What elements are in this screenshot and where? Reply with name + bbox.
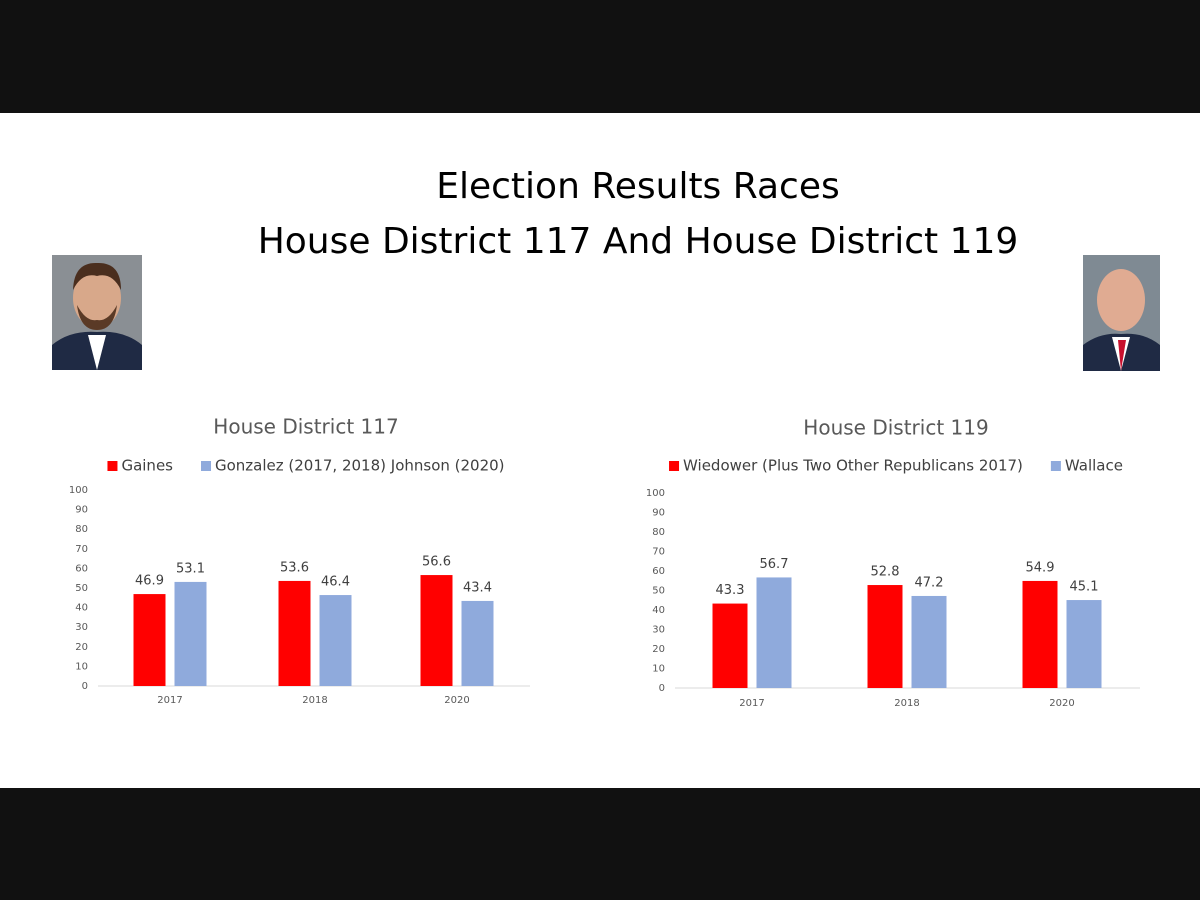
data-label: 53.1	[176, 561, 205, 576]
slide-title: Election Results Races	[436, 166, 840, 207]
y-tick-label: 20	[75, 642, 88, 653]
slide-title: House District 117 And House District 11…	[258, 221, 1019, 262]
letterbox-top	[0, 0, 1200, 113]
data-label: 47.2	[915, 575, 944, 590]
y-tick-label: 40	[75, 603, 88, 614]
y-tick-label: 0	[659, 683, 665, 694]
bar	[278, 580, 311, 686]
bar	[712, 603, 748, 688]
y-tick-label: 30	[652, 625, 665, 636]
bar	[1066, 600, 1102, 688]
legend-swatch	[201, 461, 212, 471]
bar	[319, 595, 352, 686]
data-label: 43.3	[716, 583, 745, 598]
y-tick-label: 10	[75, 661, 88, 672]
legend-label: Wallace	[1065, 457, 1123, 475]
x-tick-label: 2020	[1049, 698, 1074, 709]
data-label: 54.9	[1026, 560, 1055, 575]
y-tick-label: 60	[75, 563, 88, 574]
legend-label: Wiedower (Plus Two Other Republicans 201…	[683, 457, 1023, 475]
photo	[52, 255, 142, 370]
y-tick-label: 30	[75, 622, 88, 633]
y-tick-label: 80	[75, 524, 88, 535]
data-label: 56.6	[422, 555, 451, 570]
legend-label: Gonzalez (2017, 2018) Johnson (2020)	[215, 457, 505, 475]
y-tick-label: 20	[652, 644, 665, 655]
chart-title: House District 117	[213, 415, 398, 439]
data-label: 53.6	[280, 560, 309, 575]
y-tick-label: 80	[652, 527, 665, 538]
y-tick-label: 10	[652, 664, 665, 675]
legend-swatch	[669, 461, 680, 471]
legend-swatch	[1050, 461, 1061, 471]
y-tick-label: 100	[646, 488, 665, 499]
data-label: 46.4	[321, 575, 350, 590]
letterbox-bottom	[0, 788, 1200, 900]
legend-label: Gaines	[121, 457, 173, 475]
slide-background	[0, 113, 1200, 788]
y-tick-label: 50	[652, 586, 665, 597]
data-label: 56.7	[760, 557, 789, 572]
y-tick-label: 70	[652, 547, 665, 558]
data-label: 52.8	[871, 565, 900, 580]
bar	[911, 595, 947, 688]
y-tick-label: 90	[652, 508, 665, 519]
chart-title: House District 119	[803, 416, 988, 440]
x-tick-label: 2017	[157, 695, 182, 706]
y-tick-label: 50	[75, 583, 88, 594]
x-tick-label: 2018	[302, 695, 327, 706]
y-tick-label: 70	[75, 544, 88, 555]
y-tick-label: 100	[69, 485, 88, 496]
legend-swatch	[107, 461, 118, 471]
data-label: 43.4	[463, 580, 492, 595]
y-tick-label: 90	[75, 505, 88, 516]
bar	[756, 577, 792, 688]
x-tick-label: 2020	[444, 695, 469, 706]
y-tick-label: 0	[82, 681, 88, 692]
bar	[867, 585, 903, 688]
bar	[461, 600, 494, 686]
data-label: 45.1	[1070, 580, 1099, 595]
data-label: 46.9	[135, 574, 164, 589]
bar	[1022, 580, 1058, 688]
bar	[174, 581, 207, 686]
bar	[133, 594, 166, 686]
y-tick-label: 40	[652, 605, 665, 616]
x-tick-label: 2018	[894, 698, 919, 709]
x-tick-label: 2017	[739, 698, 764, 709]
photo	[1083, 255, 1160, 371]
bar	[420, 575, 453, 686]
y-tick-label: 60	[652, 566, 665, 577]
